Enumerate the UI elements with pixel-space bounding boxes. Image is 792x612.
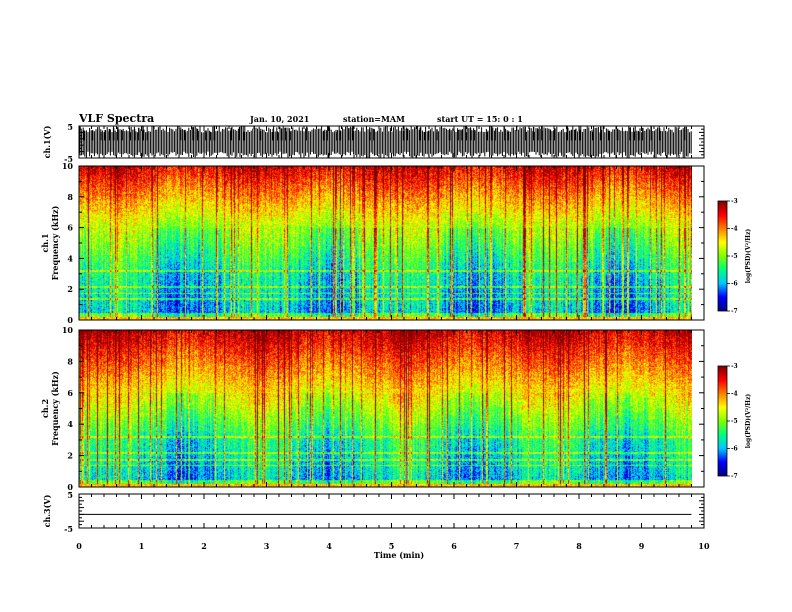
ch1-spectrogram-ylabel-frequency: Frequency (kHz) bbox=[50, 205, 60, 280]
ch3-waveform-ylabel: ch.3(V) bbox=[42, 494, 52, 527]
colorbar-tick-label: -4 bbox=[731, 391, 738, 398]
y-tick-label: 2 bbox=[67, 284, 73, 294]
x-tick-label: 7 bbox=[514, 541, 520, 551]
panel-frame bbox=[78, 493, 705, 529]
colorbar-tick-label: -7 bbox=[731, 308, 738, 315]
y-tick-label: 6 bbox=[67, 223, 73, 233]
ch1-waveform-ylabel: ch.1(V) bbox=[42, 125, 52, 158]
y-tick-label: 8 bbox=[67, 356, 73, 366]
y-tick-label: 5 bbox=[67, 490, 73, 500]
ch1-waveform-trace bbox=[79, 126, 692, 158]
colorbar-tick-label: -6 bbox=[731, 281, 738, 288]
y-tick-label: 4 bbox=[67, 253, 73, 263]
figure-title: VLF Spectra bbox=[78, 112, 154, 125]
y-tick-label: 0 bbox=[67, 315, 73, 325]
ch1-colorbar: -3 -4 -5 -6 -7 bbox=[717, 198, 738, 315]
x-tick-label: 10 bbox=[698, 541, 710, 551]
spectrogram-image bbox=[79, 330, 692, 487]
spectrogram-image bbox=[79, 166, 692, 320]
ch1-waveform-panel: 5 -5 bbox=[64, 122, 705, 164]
ch3-waveform-panel: 5 -5 bbox=[64, 490, 705, 534]
ch1-colorbar-label: log(PSD)(V²/Hz) bbox=[745, 229, 752, 284]
ch2-spectrogram-panel: 0 2 4 6 8 10 bbox=[62, 325, 705, 492]
date-label: Jan. 10, 2021 bbox=[249, 114, 309, 124]
x-tick-label: 5 bbox=[389, 541, 395, 551]
x-tick-label: 0 bbox=[76, 541, 82, 551]
y-tick-label: 0 bbox=[67, 482, 73, 492]
colorbar-tick-label: -7 bbox=[731, 473, 738, 480]
x-tick-label: 9 bbox=[639, 541, 645, 551]
y-tick-label: 5 bbox=[67, 122, 73, 132]
x-tick-label: 1 bbox=[139, 541, 145, 551]
ch2-spectrogram-ylabel-frequency: Frequency (kHz) bbox=[50, 371, 60, 446]
colorbar-gradient bbox=[718, 366, 727, 476]
colorbar-tick-label: -3 bbox=[731, 363, 738, 370]
ch1-spectrogram-ylabel-channel: ch.1 bbox=[40, 233, 50, 252]
ch2-colorbar-label: log(PSD)(V²/Hz) bbox=[745, 394, 752, 449]
colorbar-tick-label: -5 bbox=[731, 418, 738, 425]
station-label: station=MAM bbox=[343, 114, 405, 124]
x-tick-label: 3 bbox=[264, 541, 270, 551]
x-tick-label: 4 bbox=[326, 541, 332, 551]
ch2-spectrogram-ylabel-channel: ch.2 bbox=[40, 399, 50, 418]
colorbar-tick-label: -4 bbox=[731, 226, 738, 233]
ch1-spectrogram-panel: 0 2 4 6 8 10 bbox=[62, 161, 705, 325]
x-tick-label: 2 bbox=[201, 541, 207, 551]
x-axis-ticks: 0 1 2 3 4 5 6 7 8 9 10 bbox=[76, 541, 710, 551]
y-tick-label: -5 bbox=[64, 524, 73, 534]
y-tick-label: 4 bbox=[67, 419, 73, 429]
x-axis-label: Time (min) bbox=[374, 550, 424, 560]
colorbar-tick-label: -5 bbox=[731, 253, 738, 260]
x-tick-label: 8 bbox=[576, 541, 582, 551]
y-tick-label: 8 bbox=[67, 192, 73, 202]
y-tick-label: 10 bbox=[62, 161, 74, 171]
ch1-waveform-spikes bbox=[79, 126, 686, 141]
y-tick-label: 10 bbox=[62, 325, 74, 335]
colorbar-tick-label: -3 bbox=[731, 198, 738, 205]
start-time-label: start UT = 15: 0 : 1 bbox=[437, 114, 523, 124]
ch2-colorbar: -3 -4 -5 -6 -7 bbox=[717, 363, 738, 480]
x-tick-label: 6 bbox=[451, 541, 457, 551]
y-tick-label: 6 bbox=[67, 388, 73, 398]
colorbar-gradient bbox=[718, 201, 727, 311]
y-tick-label: -5 bbox=[64, 154, 73, 164]
y-tick-label: 2 bbox=[67, 451, 73, 461]
colorbar-tick-label: -6 bbox=[731, 446, 738, 453]
